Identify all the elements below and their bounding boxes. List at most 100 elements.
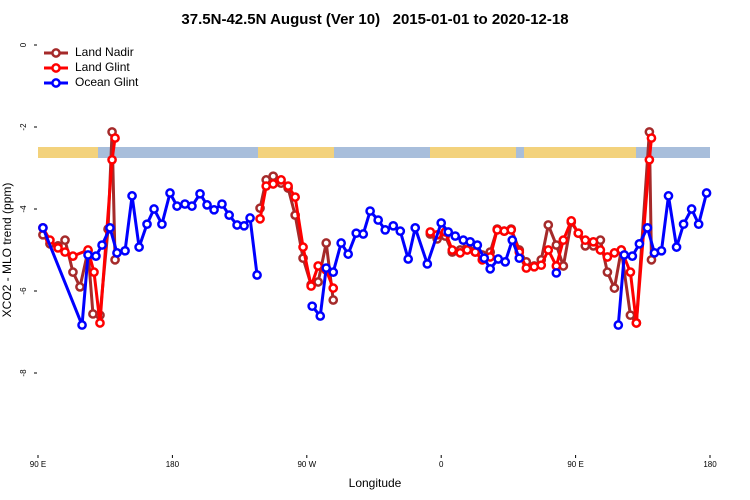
data-point bbox=[447, 245, 458, 255]
data-point bbox=[307, 301, 318, 312]
data-point bbox=[436, 218, 447, 228]
x-tick-label: 0 bbox=[439, 460, 444, 469]
data-point bbox=[602, 267, 613, 277]
data-point bbox=[609, 283, 620, 293]
data-point bbox=[306, 281, 316, 291]
legend-marker bbox=[51, 63, 61, 73]
data-point bbox=[157, 219, 167, 230]
data-point bbox=[619, 250, 630, 260]
data-point bbox=[134, 242, 144, 252]
data-point bbox=[506, 225, 517, 235]
data-point bbox=[187, 201, 197, 211]
data-point bbox=[514, 253, 525, 264]
data-point bbox=[543, 245, 554, 255]
land-ocean-band bbox=[38, 147, 710, 158]
data-point bbox=[395, 226, 406, 236]
data-point bbox=[83, 250, 93, 260]
series-line bbox=[41, 130, 653, 325]
data-point bbox=[595, 245, 606, 255]
y-tick-label: -2 bbox=[19, 123, 28, 131]
data-point bbox=[602, 252, 613, 262]
data-point bbox=[380, 225, 391, 235]
data-point bbox=[60, 247, 70, 257]
data-point bbox=[422, 259, 433, 269]
data-point bbox=[217, 199, 227, 209]
x-axis-label: Longitude bbox=[349, 476, 402, 490]
series bbox=[38, 133, 657, 328]
data-point bbox=[551, 268, 562, 278]
data-point bbox=[588, 236, 599, 247]
y-axis-label: XCO2 - MLO trend (ppm) bbox=[0, 183, 14, 318]
data-point bbox=[521, 263, 532, 273]
x-tick-label: 180 bbox=[703, 460, 717, 469]
data-point bbox=[53, 243, 63, 253]
data-point bbox=[625, 267, 636, 277]
data-point bbox=[313, 261, 323, 271]
data-point bbox=[558, 235, 569, 246]
data-point bbox=[112, 248, 122, 258]
data-point bbox=[328, 295, 339, 305]
data-point bbox=[450, 231, 461, 241]
y-tick-label: -6 bbox=[19, 287, 28, 295]
data-point bbox=[701, 188, 712, 198]
data-point bbox=[631, 318, 642, 328]
data-point bbox=[255, 213, 265, 224]
data-point bbox=[462, 245, 473, 255]
data-point bbox=[410, 223, 421, 233]
data-point bbox=[202, 200, 212, 210]
data-point bbox=[693, 219, 704, 230]
data-point bbox=[105, 223, 115, 233]
data-point bbox=[97, 240, 107, 250]
data-point bbox=[580, 235, 591, 246]
data-point bbox=[149, 204, 159, 214]
data-point bbox=[165, 188, 175, 198]
data-point bbox=[551, 240, 562, 250]
data-point bbox=[172, 201, 182, 211]
data-point bbox=[479, 253, 490, 264]
y-tick-label: -8 bbox=[19, 369, 28, 377]
data-point bbox=[627, 251, 638, 261]
data-point bbox=[127, 191, 137, 201]
y-tick-label: 0 bbox=[19, 42, 28, 47]
data-point bbox=[268, 179, 279, 189]
data-point bbox=[195, 188, 205, 199]
y-tick-label: -4 bbox=[19, 205, 28, 213]
data-point bbox=[358, 229, 369, 239]
legend-marker bbox=[51, 78, 61, 88]
data-point bbox=[573, 228, 584, 239]
data-point bbox=[290, 192, 301, 202]
data-point bbox=[663, 191, 674, 201]
legend-marker bbox=[51, 48, 61, 58]
data-point bbox=[321, 263, 332, 273]
data-point bbox=[68, 251, 78, 261]
data-point bbox=[328, 283, 339, 293]
data-point bbox=[536, 260, 547, 271]
data-point bbox=[642, 223, 653, 233]
data-point bbox=[38, 223, 48, 233]
data-point bbox=[68, 267, 78, 277]
data-point bbox=[268, 171, 279, 182]
data-point bbox=[77, 320, 87, 330]
x-tick-label: 90 E bbox=[567, 460, 583, 469]
chart-title: 37.5N-42.5N August (Ver 10) 2015-01-01 t… bbox=[181, 11, 568, 28]
data-point bbox=[472, 240, 483, 250]
data-point bbox=[110, 133, 120, 143]
data-point bbox=[142, 219, 152, 230]
series bbox=[38, 188, 712, 330]
x-tick-label: 90 E bbox=[30, 460, 46, 469]
data-point bbox=[566, 216, 577, 226]
data-point bbox=[507, 235, 518, 246]
data-point bbox=[500, 257, 511, 267]
series bbox=[38, 127, 657, 328]
data-point bbox=[336, 238, 346, 248]
data-point bbox=[60, 235, 70, 246]
data-point bbox=[107, 154, 117, 165]
x-tick-label: 90 W bbox=[297, 460, 316, 469]
data-point bbox=[646, 133, 657, 143]
x-tick-label: 180 bbox=[166, 460, 180, 469]
data-point bbox=[656, 245, 667, 256]
data-point bbox=[313, 277, 323, 287]
legend-label: Land Nadir bbox=[75, 45, 134, 59]
data-point bbox=[625, 310, 636, 321]
